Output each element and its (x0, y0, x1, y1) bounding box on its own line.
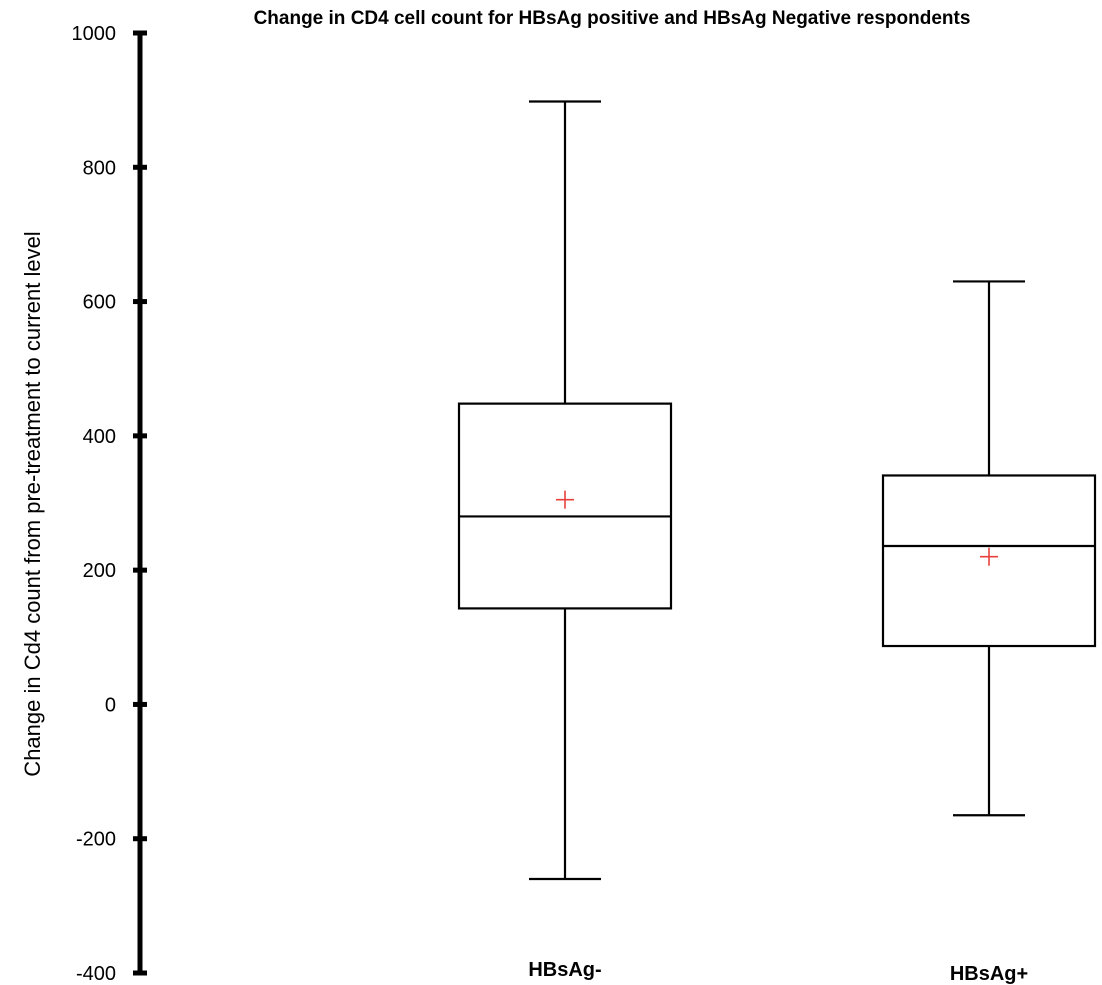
chart-title: Change in CD4 cell count for HBsAg posit… (254, 8, 971, 29)
plus-marker (980, 547, 998, 566)
iqr-box (457, 402, 673, 610)
y-axis-label: Change in Cd4 count from pre-treatment t… (20, 231, 45, 776)
y-tick-label: 600 (83, 292, 116, 314)
y-tick-label: -200 (76, 829, 116, 851)
category-labels: HBsAg- HBsAg+ (528, 959, 1028, 985)
category-label: HBsAg- (528, 959, 601, 981)
box-series (457, 100, 1097, 881)
category-label: HBsAg+ (950, 963, 1028, 985)
y-tick-label: -400 (76, 963, 116, 985)
y-tick-label: 800 (83, 157, 116, 179)
y-tick-label: 0 (105, 694, 116, 716)
box-HBsAg- (457, 100, 673, 881)
y-tick-label: 200 (83, 560, 116, 582)
y-axis: 1000 800 600 400 200 0 -200 -400 (72, 23, 147, 985)
plus-marker (556, 490, 574, 509)
iqr-box (881, 474, 1097, 648)
box-HBsAg+ (881, 280, 1097, 817)
y-tick-label: 1000 (72, 23, 117, 45)
y-tick-label: 400 (83, 426, 116, 448)
